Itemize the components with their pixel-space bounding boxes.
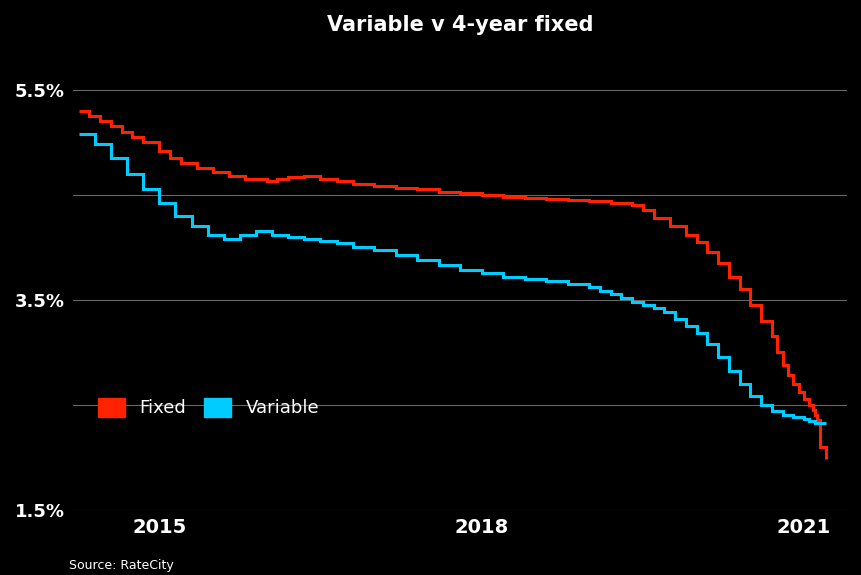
Title: Variable v 4-year fixed: Variable v 4-year fixed bbox=[326, 15, 592, 35]
Legend: Fixed, Variable: Fixed, Variable bbox=[97, 398, 319, 417]
Text: Source: RateCity: Source: RateCity bbox=[69, 559, 174, 572]
